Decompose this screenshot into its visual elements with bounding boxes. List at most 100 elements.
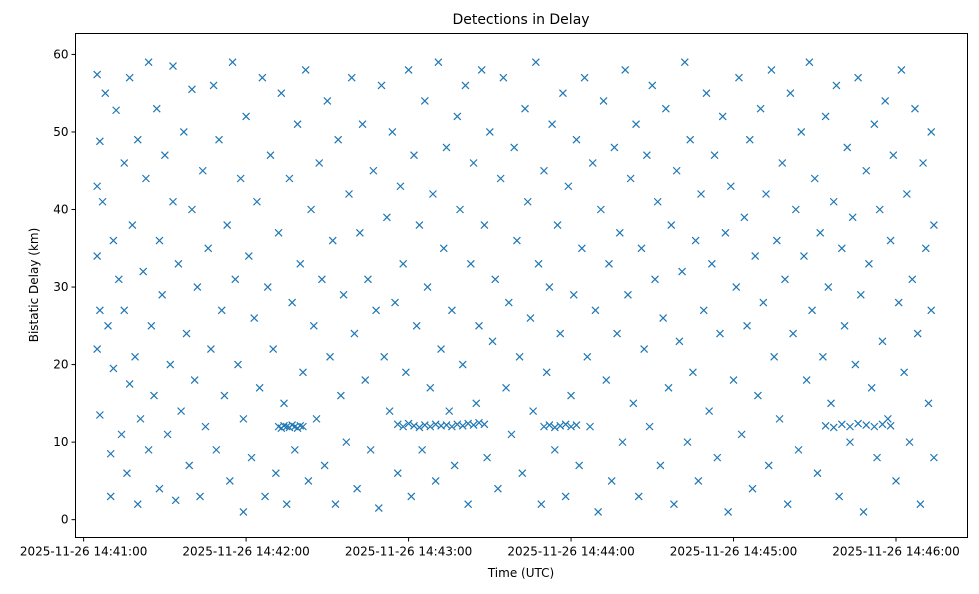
- data-point: [312, 414, 321, 423]
- x-tick-label: 2025-11-26 14:41:00: [20, 545, 147, 559]
- data-point: [496, 174, 505, 183]
- data-point: [862, 166, 871, 175]
- data-point: [466, 259, 475, 268]
- data-point: [567, 391, 575, 400]
- data-point: [347, 73, 356, 82]
- data-point: [117, 430, 126, 439]
- data-point: [545, 421, 554, 429]
- data-point: [846, 422, 854, 431]
- data-point: [851, 360, 860, 369]
- data-point: [133, 135, 142, 144]
- y-tick-label: 50: [53, 125, 68, 139]
- data-point: [908, 275, 917, 284]
- data-point: [415, 423, 424, 432]
- data-point: [886, 236, 895, 245]
- data-point: [512, 236, 521, 245]
- data-point: [236, 174, 245, 183]
- data-point: [661, 104, 670, 113]
- data-point: [526, 314, 535, 322]
- data-point: [374, 504, 383, 512]
- data-point: [377, 81, 386, 90]
- data-point: [336, 391, 345, 400]
- data-point: [651, 275, 659, 284]
- data-point: [263, 283, 272, 291]
- data-point: [929, 221, 938, 229]
- data-point: [225, 476, 234, 485]
- data-point: [393, 420, 402, 429]
- data-point: [404, 66, 413, 74]
- data-point: [309, 321, 318, 330]
- data-point: [623, 290, 632, 299]
- data-point: [258, 73, 267, 82]
- data-point: [878, 420, 887, 429]
- x-tick-label: 2025-11-26 14:46:00: [832, 545, 959, 559]
- data-point: [93, 70, 102, 79]
- data-point: [104, 321, 112, 330]
- x-tick-label: 2025-11-26 14:45:00: [670, 545, 797, 559]
- data-point: [439, 244, 448, 253]
- data-point: [672, 166, 681, 175]
- data-point: [732, 283, 741, 291]
- data-point: [818, 352, 827, 361]
- data-point: [163, 430, 172, 439]
- data-point: [642, 151, 651, 160]
- data-point: [640, 345, 649, 354]
- data-point: [464, 500, 473, 509]
- data-point: [188, 205, 196, 214]
- data-point: [109, 236, 118, 245]
- x-tick-label: 2025-11-26 14:43:00: [345, 545, 472, 559]
- data-point: [756, 104, 765, 113]
- data-point: [892, 476, 900, 485]
- data-point: [862, 421, 871, 429]
- data-point: [575, 461, 584, 470]
- data-point: [537, 500, 546, 509]
- points-layer: [93, 58, 938, 516]
- data-point: [494, 484, 502, 493]
- y-tick-label: 60: [53, 47, 68, 61]
- data-point: [921, 244, 930, 253]
- data-point: [729, 376, 738, 385]
- data-point: [372, 306, 381, 315]
- data-point: [572, 421, 581, 429]
- data-point: [196, 492, 204, 501]
- data-point: [290, 445, 299, 454]
- data-point: [743, 321, 751, 330]
- data-point: [688, 368, 697, 377]
- data-point: [607, 476, 616, 485]
- data-point: [870, 120, 879, 129]
- data-point: [244, 252, 253, 260]
- data-point: [423, 283, 432, 291]
- data-point: [399, 259, 408, 268]
- data-point: [185, 461, 194, 470]
- data-point: [553, 221, 562, 229]
- data-point: [897, 66, 906, 74]
- data-point: [529, 407, 538, 416]
- data-point: [645, 422, 654, 431]
- data-point: [667, 221, 676, 229]
- data-point: [583, 352, 592, 361]
- data-point: [894, 298, 903, 307]
- y-tick-label: 10: [53, 435, 68, 449]
- data-point: [220, 391, 229, 400]
- data-point: [540, 422, 548, 431]
- data-point: [675, 337, 684, 346]
- data-point: [239, 507, 248, 516]
- data-point: [781, 275, 789, 284]
- data-point: [106, 449, 115, 458]
- data-point: [407, 492, 416, 501]
- data-point: [380, 352, 389, 361]
- data-point: [618, 438, 627, 447]
- data-point: [95, 411, 104, 419]
- data-point: [177, 407, 186, 416]
- data-point: [299, 422, 307, 431]
- data-point: [488, 337, 497, 346]
- data-point: [239, 414, 248, 423]
- data-point: [453, 112, 462, 121]
- data-point: [391, 298, 399, 307]
- data-point: [326, 352, 334, 361]
- data-point: [867, 383, 876, 392]
- data-point: [301, 66, 310, 74]
- data-point: [837, 420, 846, 429]
- data-point: [805, 58, 814, 67]
- data-point: [594, 507, 603, 516]
